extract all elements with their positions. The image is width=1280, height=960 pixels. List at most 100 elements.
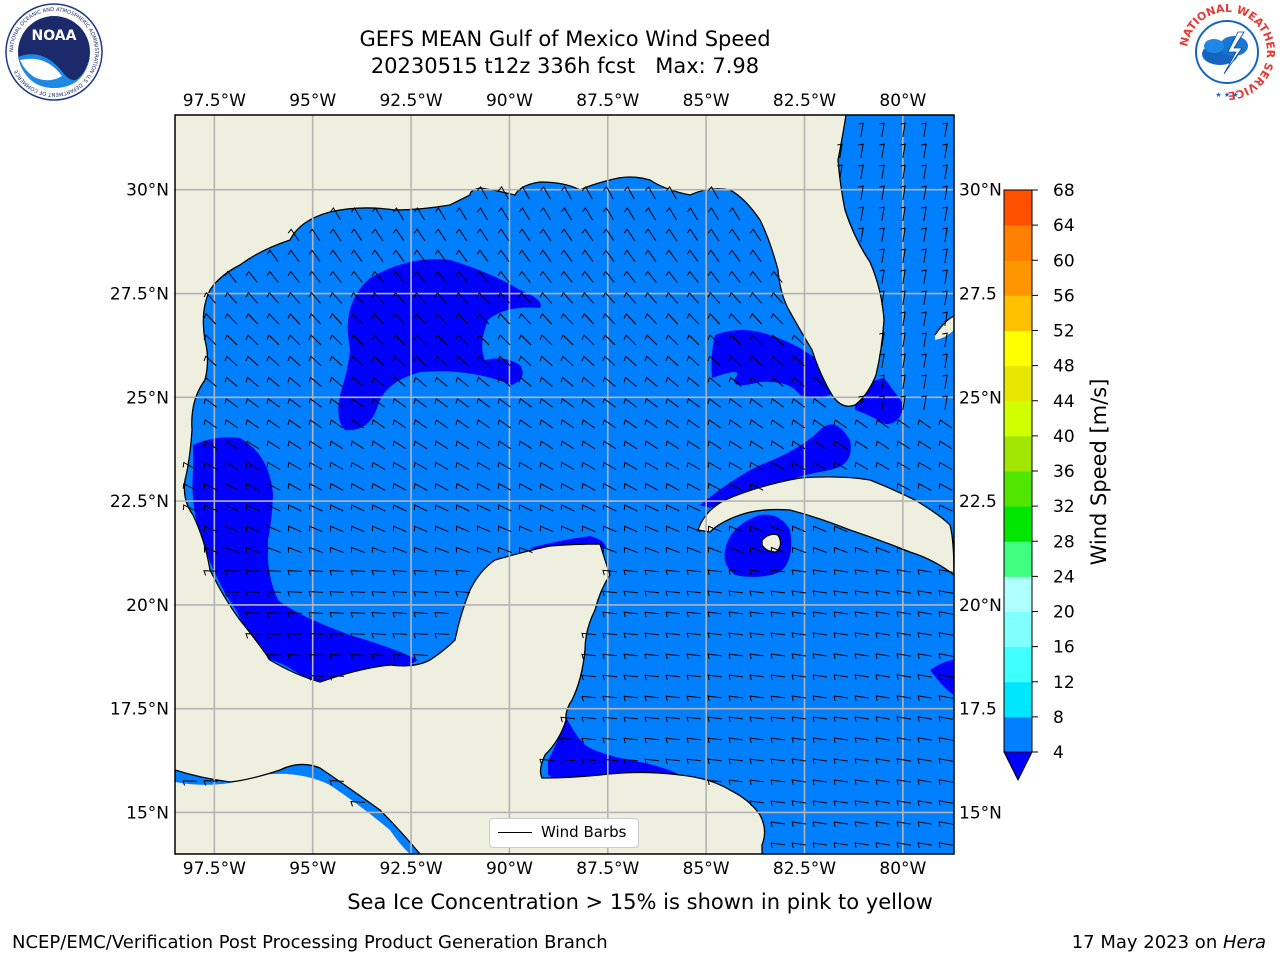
wind-barb bbox=[350, 591, 366, 597]
wind-barb bbox=[392, 355, 406, 367]
wind-barb bbox=[560, 758, 576, 765]
wind-barb bbox=[329, 291, 342, 304]
wind-barb bbox=[728, 737, 743, 744]
wind-barb bbox=[413, 504, 428, 512]
wind-barb bbox=[875, 440, 890, 450]
wind-barb bbox=[833, 800, 848, 806]
wind-barb bbox=[476, 355, 490, 367]
wind-barb bbox=[791, 397, 805, 408]
wind-barb bbox=[854, 842, 869, 848]
wind-barb bbox=[749, 397, 763, 408]
wind-barb bbox=[224, 591, 240, 597]
wind-barb bbox=[938, 419, 952, 429]
wind-barb bbox=[476, 397, 490, 408]
wind-barb bbox=[329, 482, 344, 491]
wind-barb bbox=[539, 758, 555, 765]
wind-barb bbox=[413, 611, 429, 618]
lon-tick-label-bottom: 95°W bbox=[289, 859, 336, 879]
wind-barb bbox=[371, 228, 384, 242]
wind-barb bbox=[812, 653, 827, 660]
wind-barb bbox=[560, 716, 576, 723]
wind-barb bbox=[686, 355, 700, 367]
wind-barb bbox=[728, 632, 743, 639]
coastlines bbox=[175, 115, 954, 854]
wind-barb bbox=[942, 164, 948, 179]
wind-barb bbox=[812, 525, 827, 533]
wind-barb bbox=[539, 504, 554, 512]
wind-barb bbox=[266, 633, 282, 639]
wind-barb bbox=[791, 632, 806, 639]
wind-barb bbox=[581, 632, 597, 639]
wind-barb bbox=[371, 207, 384, 221]
wind-barb bbox=[224, 461, 239, 470]
wind-barb bbox=[854, 611, 869, 617]
wind-barb bbox=[707, 440, 722, 450]
wind-barb bbox=[623, 525, 638, 533]
wind-barb bbox=[434, 334, 448, 346]
wind-barb bbox=[644, 504, 659, 512]
wind-barb bbox=[245, 591, 261, 597]
wind-barb bbox=[644, 228, 657, 242]
wind-barb bbox=[497, 207, 510, 221]
wind-barb bbox=[203, 504, 218, 512]
wind-barb bbox=[224, 546, 239, 553]
wind-barb bbox=[350, 228, 363, 242]
footer-date: 17 May 2023 on Hera bbox=[1072, 932, 1266, 953]
wind-barb bbox=[203, 482, 218, 491]
wind-barb bbox=[749, 355, 763, 367]
wind-barb bbox=[707, 397, 721, 408]
low-wind-region-isla bbox=[724, 514, 792, 577]
wind-barb bbox=[917, 653, 932, 659]
wind-barb bbox=[434, 355, 448, 367]
wind-barb bbox=[497, 291, 510, 304]
wind-barb bbox=[921, 122, 927, 137]
wind-barb bbox=[539, 249, 552, 262]
wind-barb bbox=[266, 397, 280, 408]
wind-barb bbox=[707, 546, 722, 553]
wind-barb bbox=[581, 207, 594, 221]
wind-barb bbox=[455, 504, 470, 512]
wind-barb bbox=[728, 653, 743, 660]
wind-barb bbox=[791, 546, 806, 553]
wind-barb bbox=[245, 291, 258, 304]
wind-barb bbox=[329, 675, 345, 681]
wind-barb bbox=[812, 546, 827, 553]
wind-barb bbox=[938, 695, 953, 701]
wind-barb bbox=[518, 482, 533, 491]
wind-barb bbox=[329, 633, 345, 639]
wind-barb bbox=[623, 674, 639, 681]
wind-barb bbox=[921, 185, 927, 200]
wind-barb bbox=[287, 570, 303, 576]
wind-barb bbox=[203, 397, 217, 408]
wind-barb bbox=[623, 440, 638, 450]
wind-barb bbox=[497, 440, 512, 450]
wind-barb bbox=[917, 695, 932, 701]
lat-tick-label-right: 15°N bbox=[959, 803, 1002, 823]
wind-barb bbox=[686, 674, 701, 681]
wind-barb bbox=[434, 228, 447, 242]
wind-barb bbox=[837, 143, 843, 158]
wind-barb bbox=[308, 482, 323, 491]
wind-barb bbox=[879, 290, 885, 305]
wind-barb bbox=[287, 376, 301, 387]
wind-barb bbox=[879, 269, 885, 284]
wind-barb bbox=[434, 313, 448, 325]
wind-barb bbox=[287, 397, 301, 408]
wind-barb bbox=[665, 461, 680, 470]
wind-barb bbox=[371, 482, 386, 491]
wind-barb bbox=[392, 397, 406, 408]
colorbar-tick-label: 4 bbox=[1053, 743, 1064, 763]
wind-barb bbox=[560, 461, 575, 470]
wind-barb bbox=[896, 758, 911, 764]
wind-barb bbox=[921, 248, 927, 263]
wind-barb bbox=[833, 611, 848, 617]
wind-barb bbox=[329, 249, 342, 262]
wind-barb bbox=[224, 570, 240, 576]
wind-barb bbox=[644, 590, 660, 597]
wind-barb bbox=[203, 376, 217, 387]
low-wind-region-honduras bbox=[548, 715, 685, 783]
wind-barb bbox=[308, 419, 322, 429]
wind-barb bbox=[749, 569, 764, 576]
wind-barb bbox=[350, 633, 366, 639]
wind-barb bbox=[917, 419, 931, 429]
